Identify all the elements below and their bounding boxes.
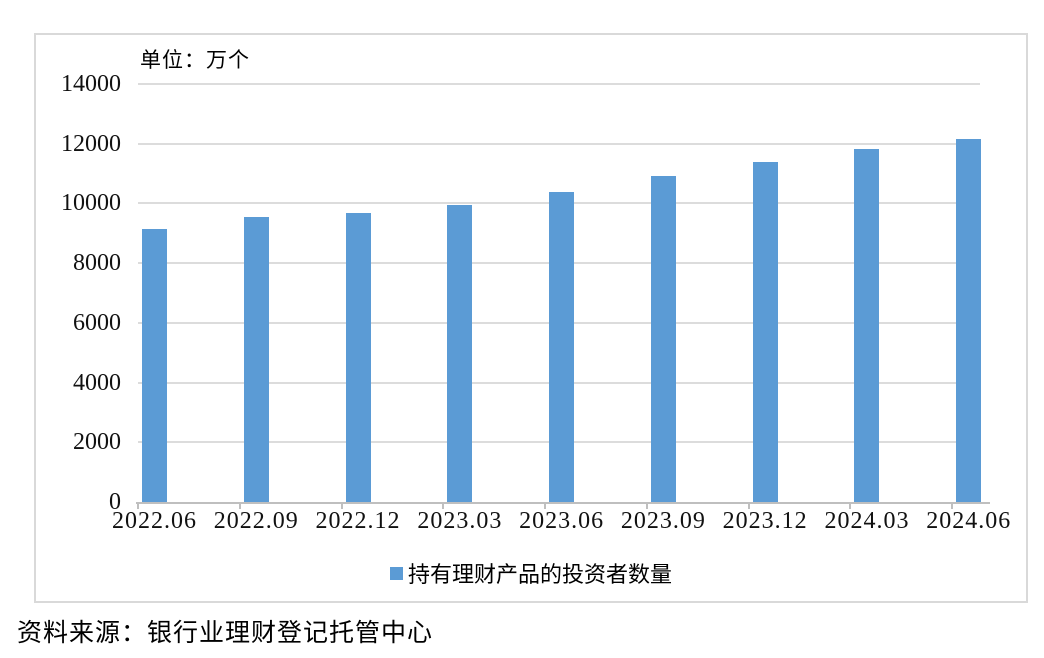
bar	[650, 175, 676, 502]
x-axis-tick-label: 2023.09	[620, 508, 706, 534]
unit-label: 单位：万个	[140, 48, 250, 72]
x-axis-tick-label: 2023.06	[519, 508, 605, 534]
x-axis-tick	[238, 504, 241, 509]
chart-frame: 单位：万个 0 2000 4000 6000 8000 10000 12000 14000 20…	[34, 33, 1028, 603]
bar	[243, 216, 269, 502]
x-axis-tick-label: 2024.06	[926, 508, 1012, 534]
y-axis-tick-label: 4000	[73, 369, 121, 396]
x-axis-tick	[442, 504, 445, 509]
y-axis-tick-label: 14000	[61, 71, 121, 97]
y-axis-tick-label: 0	[109, 489, 121, 515]
bar	[345, 213, 371, 502]
bar	[956, 138, 982, 502]
bar	[142, 229, 167, 502]
x-axis-tick	[340, 504, 343, 509]
x-axis-line	[136, 502, 990, 504]
x-axis-tick	[747, 504, 750, 509]
y-axis-tick-label: 2000	[73, 429, 121, 456]
x-axis-tick	[849, 504, 852, 509]
x-axis-tick-label: 2022.06	[112, 508, 197, 534]
x-axis-tick-label: 2022.09	[213, 508, 299, 534]
x-axis-tick-label: 2022.12	[315, 508, 401, 534]
x-axis-tick	[137, 504, 139, 509]
x-axis-tick-label: 2023.12	[722, 508, 808, 534]
x-axis-tick-label: 2023.03	[417, 508, 503, 534]
legend: 持有理财产品的投资者数量	[36, 557, 1026, 589]
bar	[447, 205, 473, 502]
source-note: 资料来源：银行业理财登记托管中心	[17, 620, 434, 647]
legend-label: 持有理财产品的投资者数量	[407, 562, 672, 587]
bar	[549, 192, 575, 502]
bar	[752, 161, 778, 502]
x-axis-tick-label: 2024.03	[824, 508, 910, 534]
legend-square-icon	[389, 566, 403, 580]
y-axis-tick-label: 12000	[61, 130, 121, 157]
gridline	[138, 142, 980, 145]
x-axis-tick	[645, 504, 648, 509]
bar	[854, 148, 880, 502]
x-axis-tick	[951, 504, 954, 509]
y-axis-tick-label: 8000	[73, 250, 121, 277]
x-axis-tick	[544, 504, 547, 509]
y-axis-tick-label: 6000	[73, 309, 121, 336]
y-axis-tick-label: 10000	[61, 190, 121, 217]
gridline	[138, 83, 980, 85]
